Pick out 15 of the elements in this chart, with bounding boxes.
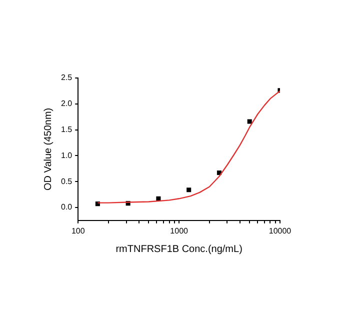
y-tick-label: 2.5 (60, 73, 73, 82)
point (216, 170, 222, 176)
x-axis-title: rmTNFRSF1B Conc.(ng/mL) (116, 244, 242, 255)
y-tick-label: 1.0 (60, 150, 73, 160)
x-tick-label: 1000 (170, 226, 189, 236)
y-tick-label: 0.0 (60, 202, 73, 212)
point (247, 119, 252, 124)
point (186, 188, 192, 192)
y-tick-label: 0.5 (60, 176, 73, 186)
x-tick-label: 100 (71, 226, 86, 236)
y-tick-label: 2.0 (60, 99, 73, 108)
x-tick-label: 10000 (268, 226, 292, 236)
y-axis-title: OD Value (450nm) (42, 108, 54, 191)
y-tick-label: 1.5 (60, 124, 73, 134)
point (156, 196, 161, 201)
